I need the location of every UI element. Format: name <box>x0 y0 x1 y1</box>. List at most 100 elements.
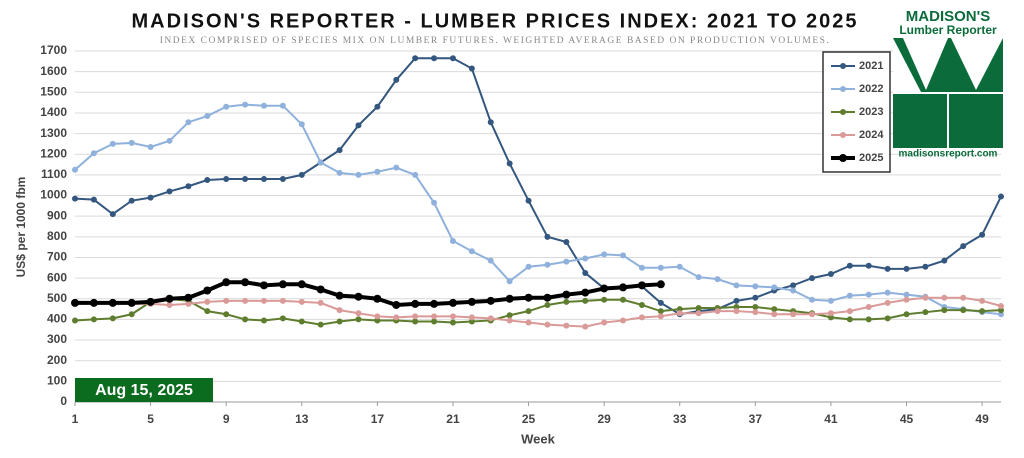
data-point <box>184 293 193 302</box>
data-point <box>185 119 192 126</box>
data-point <box>960 307 967 314</box>
series-line <box>75 296 1002 328</box>
data-point <box>657 299 664 306</box>
data-point <box>771 311 778 318</box>
data-point <box>109 140 116 147</box>
data-point <box>336 318 343 325</box>
data-point <box>903 311 910 318</box>
x-tick-label: 21 <box>446 412 460 426</box>
data-point <box>922 263 929 270</box>
x-tick-label: 45 <box>900 412 914 426</box>
legend-swatch <box>839 154 847 162</box>
data-point <box>809 311 816 318</box>
data-point <box>392 300 401 309</box>
data-point <box>242 316 249 323</box>
data-point <box>581 288 590 297</box>
data-point <box>223 311 230 318</box>
legend-label: 2022 <box>859 83 883 95</box>
data-point <box>223 297 230 304</box>
data-point <box>147 194 154 201</box>
data-point <box>336 147 343 154</box>
data-point <box>90 150 97 157</box>
data-point <box>72 166 78 173</box>
data-point <box>601 251 608 258</box>
data-point <box>431 313 438 320</box>
data-point <box>279 176 286 183</box>
data-point <box>637 281 646 290</box>
data-point <box>524 293 533 302</box>
x-tick-label: 37 <box>749 412 763 426</box>
data-point <box>355 316 362 323</box>
logo-shape <box>903 38 948 90</box>
y-axis-label: US$ per 1000 fbm <box>14 177 28 278</box>
data-point <box>695 310 702 317</box>
data-point <box>809 275 816 282</box>
date-badge <box>75 378 213 402</box>
data-point <box>71 298 79 307</box>
data-point <box>468 65 475 72</box>
data-point <box>430 299 439 308</box>
y-tick-label: 800 <box>47 229 67 243</box>
data-point <box>468 314 475 321</box>
data-point <box>223 176 230 183</box>
data-point <box>393 76 400 83</box>
data-point <box>72 195 78 202</box>
data-point <box>298 318 305 325</box>
data-point <box>733 308 740 315</box>
data-point <box>373 294 382 303</box>
data-point <box>827 310 834 317</box>
data-point <box>960 294 967 301</box>
data-point <box>809 296 816 303</box>
data-point <box>260 317 267 324</box>
data-point <box>223 103 230 110</box>
logo-subtitle: Lumber Reporter <box>899 23 997 37</box>
data-point <box>525 319 532 326</box>
data-point <box>448 298 457 307</box>
y-tick-label: 1700 <box>40 43 67 57</box>
legend-swatch <box>840 109 846 115</box>
series-line <box>74 103 1002 316</box>
data-point <box>204 113 211 120</box>
data-point <box>166 137 173 144</box>
y-tick-label: 500 <box>47 291 67 305</box>
data-point <box>336 307 343 314</box>
data-point <box>752 304 759 311</box>
data-point <box>316 285 325 294</box>
data-point <box>185 183 192 190</box>
data-point <box>941 307 948 314</box>
data-point <box>657 313 664 320</box>
y-tick-label: 200 <box>47 353 67 367</box>
data-point <box>714 308 721 315</box>
x-tick-label: 5 <box>147 412 154 426</box>
data-point <box>695 305 702 312</box>
logo-title: MADISON'S <box>906 8 990 25</box>
data-point <box>449 319 456 326</box>
data-point <box>109 315 116 322</box>
data-point <box>771 306 778 313</box>
legend-swatch <box>840 132 846 138</box>
data-point <box>317 299 324 306</box>
y-tick-label: 1100 <box>41 167 67 181</box>
y-tick-label: 1400 <box>40 105 67 119</box>
data-point <box>506 278 513 285</box>
data-point <box>374 103 381 110</box>
data-point <box>562 290 571 299</box>
data-point <box>657 308 664 315</box>
data-point <box>279 102 286 109</box>
y-tick-label: 400 <box>47 312 67 326</box>
data-point <box>714 276 721 283</box>
data-point <box>90 316 97 323</box>
data-point <box>544 261 551 268</box>
data-point <box>903 265 910 272</box>
data-point <box>374 317 381 324</box>
data-point <box>166 301 173 308</box>
data-point <box>638 301 645 308</box>
data-point <box>998 302 1004 309</box>
data-point <box>487 257 494 264</box>
legend-label: 2025 <box>859 152 883 164</box>
data-point <box>374 313 381 320</box>
data-point <box>165 294 174 303</box>
legend-swatch <box>840 86 846 92</box>
series-line <box>74 297 1002 326</box>
legend-swatch <box>840 63 846 69</box>
